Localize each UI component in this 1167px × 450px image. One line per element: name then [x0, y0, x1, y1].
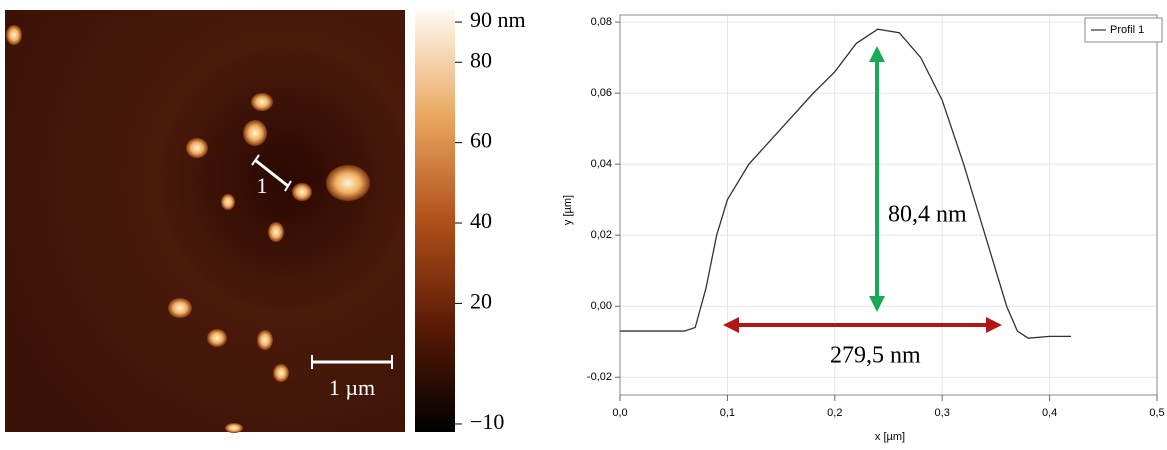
afm-image: 1 1 µm	[5, 10, 405, 433]
colorbar-tick-label: 80	[470, 47, 492, 72]
colorbar-tick-label: 90 nm	[470, 7, 526, 32]
annotation: 80,4 nm	[888, 202, 967, 228]
y-tick-label: 0,04	[591, 158, 612, 170]
y-tick-label: 0,08	[591, 16, 612, 28]
y-tick-label: 0,06	[591, 87, 612, 99]
x-tick-label: 0,4	[1042, 407, 1057, 419]
profile-marker: 1	[257, 173, 268, 198]
x-tick-label: 0,5	[1149, 407, 1164, 419]
colorbar-tick-label: 60	[470, 128, 492, 153]
profile-line	[620, 28, 1072, 339]
legend: Profil 1	[1084, 17, 1163, 43]
plot-frame	[619, 14, 1158, 396]
y-axis-label: y [µm]	[562, 195, 574, 225]
scale-bar-label: 1 µm	[329, 375, 375, 400]
y-tick-label: 0,00	[591, 300, 612, 312]
x-tick-label: 0,0	[612, 407, 627, 419]
colorbar-tick-label: −10	[470, 409, 504, 434]
x-axis-label: x [µm]	[875, 431, 905, 443]
annotations: 80,4 nm 279,5 nm	[723, 46, 1002, 369]
x-tick-label: 0,2	[827, 407, 842, 419]
y-tick-label: -0,02	[587, 371, 612, 383]
annotation: 279,5 nm	[830, 343, 921, 369]
y-tick-label: 0,02	[591, 229, 612, 241]
x-tick-label: 0,1	[720, 407, 735, 419]
colorbar-tick-label: 20	[470, 288, 492, 313]
legend-label: Profil 1	[1110, 24, 1144, 36]
x-tick-label: 0,3	[935, 407, 950, 419]
colorbar-tick-label: 40	[470, 208, 492, 233]
colorbar	[415, 10, 455, 432]
